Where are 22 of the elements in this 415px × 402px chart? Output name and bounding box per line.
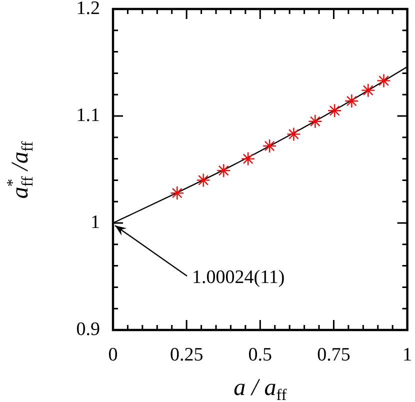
- point: [170, 186, 184, 200]
- annotation: 1.00024(11): [192, 266, 285, 288]
- x-tick-label: 0.5: [248, 344, 272, 366]
- point: [240, 152, 256, 166]
- y-tick-label: 1.2: [76, 0, 100, 19]
- point: [344, 94, 359, 108]
- point: [328, 104, 342, 118]
- x-tick-label: 0: [108, 344, 118, 366]
- y-tick-label: 1: [90, 212, 100, 233]
- point: [262, 138, 277, 154]
- x-tick-label: 1: [402, 344, 412, 366]
- point: [376, 74, 391, 88]
- point: [361, 83, 376, 98]
- point: [216, 163, 231, 178]
- x-tick-label: 0.25: [170, 344, 204, 366]
- point: [196, 173, 210, 188]
- x-tick-label: 0.75: [317, 344, 350, 366]
- point: [308, 114, 322, 128]
- x-axis-title: a / a$_{ff}$: [234, 375, 287, 402]
- y-tick-label: 1.1: [76, 104, 100, 126]
- point: [286, 127, 301, 142]
- y-tick-label: 0.9: [76, 318, 100, 340]
